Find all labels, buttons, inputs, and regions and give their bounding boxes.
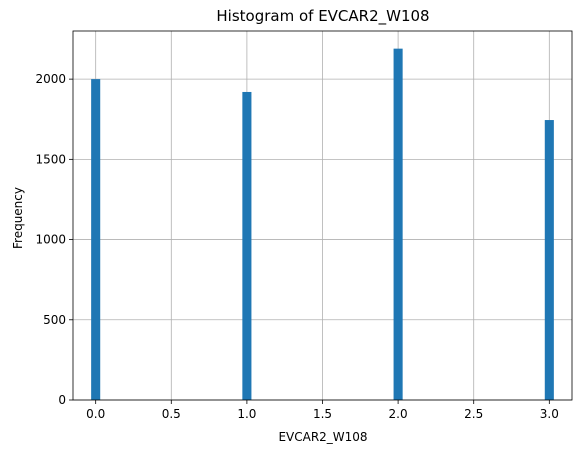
y-tick-label-2: 1000: [35, 233, 66, 247]
x-tick-label-3: 1.5: [313, 407, 332, 421]
x-tick-label-6: 3.0: [540, 407, 559, 421]
bar-2: [393, 48, 403, 400]
y-tick-label-1: 500: [43, 313, 66, 327]
y-tick-label-3: 1500: [35, 152, 66, 166]
x-axis-ticks: 0.0 0.5 1.0 1.5 2.0 2.5 3.0: [86, 400, 559, 421]
bar-1: [242, 91, 252, 401]
x-tick-label-0: 0.0: [86, 407, 105, 421]
y-tick-label-0: 0: [58, 393, 66, 407]
x-axis-label: EVCAR2_W108: [278, 430, 367, 444]
bar-0: [91, 79, 101, 400]
x-tick-label-1: 0.5: [162, 407, 181, 421]
bars: [91, 48, 554, 401]
grid-lines: [73, 31, 572, 401]
y-axis-ticks: 0 500 1000 1500 2000: [35, 72, 73, 407]
x-tick-label-5: 2.5: [464, 407, 483, 421]
y-tick-label-4: 2000: [35, 72, 66, 86]
y-axis-label: Frequency: [11, 187, 25, 249]
x-tick-label-2: 1.0: [237, 407, 256, 421]
bar-3: [544, 120, 554, 400]
x-tick-label-4: 2.0: [389, 407, 408, 421]
chart-title: Histogram of EVCAR2_W108: [216, 7, 429, 26]
